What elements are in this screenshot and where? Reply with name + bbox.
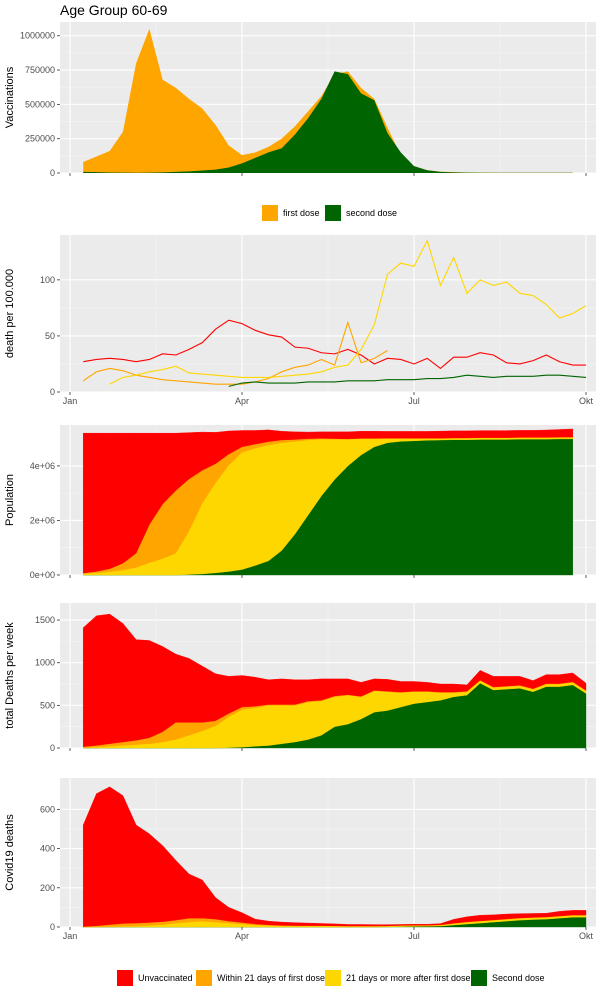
legend-label-21-days-or-more-after-first-dose: 21 days or more after first dose [346,973,471,983]
legend-key-second-dose [325,205,341,221]
panel-1-y-tick-label: 1000000 [20,31,55,41]
panel-5-y-tick-label: 200 [40,883,55,893]
panel-2-x-tick-label: Jan [63,396,78,406]
panel-5-y-tick-label: 0 [50,922,55,932]
legend-key-within-21-days-of-first-dose [196,970,212,986]
panel-3-y-tick-label: 4e+06 [30,461,55,471]
panel-1-y-tick-label: 0 [50,168,55,178]
legend-label-second-dose: second dose [346,208,397,218]
panel-1-y-tick-label: 500000 [25,99,55,109]
legend-label-unvaccinated: Unvaccinated [138,973,193,983]
panel-2-x-tick-label: Jul [408,396,420,406]
panel-5-x-tick-label: Jul [408,931,420,941]
panel-2-y-tick-label: 100 [40,275,55,285]
legend-key-first-dose [262,205,278,221]
panel-4-y-tick-label: 0 [50,743,55,753]
panel-3-y-tick-label: 0e+00 [30,570,55,580]
panel-4-area-unvaccinated [83,613,587,747]
panel-4-y-axis-title: total Deaths per week [4,622,16,729]
panel-2-y-axis-title: death per 100.000 [4,269,16,358]
panel-3-y-tick-label: 2e+06 [30,515,55,525]
panel-2-y-tick-label: 0 [50,387,55,397]
panel-5-y-tick-label: 400 [40,844,55,854]
panel-3-area-unvaccinated [83,428,573,574]
legend-key-second-dose [471,970,487,986]
panel-4-y-tick-label: 1000 [35,658,55,668]
legend-label-within-21-days-of-first-dose: Within 21 days of first dose [217,973,325,983]
panel-1-y-axis-title: Vaccinations [4,66,16,128]
panel-1-y-tick-label: 750000 [25,65,55,75]
legend-label-first-dose: first dose [283,208,320,218]
panel-5-area-unvaccinated [83,786,587,927]
panel-5-y-axis-title: Covid19 deaths [4,814,16,891]
legend-key-21-days-or-more-after-first-dose [325,970,341,986]
chart-title: Age Group 60-69 [60,2,168,18]
legend-label-second-dose: Second dose [492,973,545,983]
panel-5-y-tick-label: 600 [40,804,55,814]
panel-2-line-unvaccinated [83,319,586,370]
panel-4-y-tick-label: 500 [40,700,55,710]
panel-4-y-tick-label: 1500 [35,615,55,625]
panel-1-area-second-dose [83,71,573,173]
panel-2-x-tick-label: Apr [235,396,249,406]
panel-2-line-second-dose [228,374,587,387]
panel-5-x-tick-label: Apr [235,931,249,941]
panel-5-x-tick-label: Okt [579,931,594,941]
panel-3-y-axis-title: Population [4,474,16,526]
panel-2-y-tick-label: 50 [45,331,55,341]
panel-5-x-tick-label: Jan [63,931,78,941]
legend-key-unvaccinated [117,970,133,986]
panel-1-y-tick-label: 250000 [25,134,55,144]
panel-2-x-tick-label: Okt [579,396,594,406]
panel-2-line-21-days-or-more-after-first-dose [109,239,587,385]
